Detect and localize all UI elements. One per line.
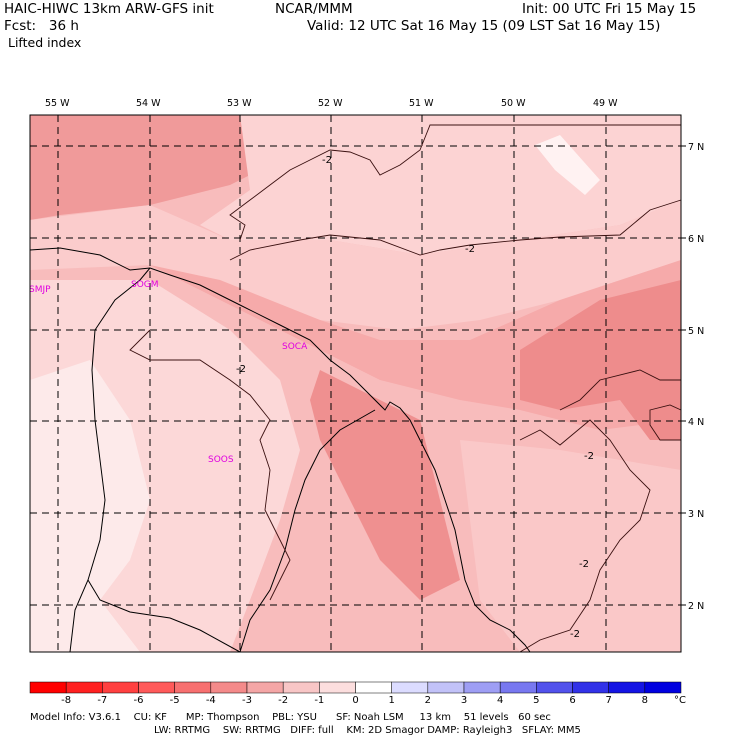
colorbar-label: -8 — [61, 695, 72, 706]
lat-lon-grid — [30, 115, 681, 652]
contour-label-5: -2 — [579, 559, 589, 570]
contour-lines — [129, 124, 682, 653]
model-info-line1: Model Info: V3.6.1 CU: KF MP: Thompson P… — [30, 712, 551, 723]
station-labels: SMJP SOGM SOCA SOOS — [29, 280, 308, 465]
contour-label-3: -2 — [236, 364, 246, 375]
model-info-line2: LW: RRTMG SW: RRTMG DIFF: full KM: 2D Sm… — [154, 725, 581, 736]
colorbar-swatch — [29, 681, 67, 694]
colorbar-label: -4 — [205, 695, 216, 706]
colorbar-swatch — [536, 681, 573, 694]
colorbar-swatch — [644, 681, 682, 694]
colorbar-swatch — [391, 681, 429, 694]
colorbar-label: -2 — [278, 695, 289, 706]
colorbar-swatch — [355, 681, 392, 694]
lon-label-55w: 55 W — [45, 98, 70, 109]
colorbar-swatch — [102, 681, 139, 694]
institution-label: NCAR/MMM — [275, 1, 353, 17]
lon-label-49w: 49 W — [593, 98, 618, 109]
colorbar-swatch — [608, 681, 646, 694]
lon-label-53w: 53 W — [227, 98, 252, 109]
border-suriname-french-guiana — [239, 409, 376, 653]
colorbar-label: 5 — [533, 695, 540, 706]
lat-label-5n: 5 N — [688, 326, 704, 337]
lon-label-50w: 50 W — [501, 98, 526, 109]
coastline — [29, 247, 531, 653]
colorbar-swatch — [65, 681, 103, 694]
shading-very-light-southwest — [30, 360, 150, 652]
lat-label-2n: 2 N — [688, 601, 704, 612]
field-name: Lifted index — [8, 35, 82, 50]
longitude-labels: 55 W 54 W 53 W 52 W 51 W 50 W 49 W — [45, 98, 618, 109]
colorbar-label: -5 — [169, 695, 180, 706]
colorbar-label: 4 — [496, 695, 504, 706]
colorbar-swatch — [499, 681, 537, 694]
lifted-index-shading — [30, 115, 681, 652]
shading-dark-inland — [310, 370, 460, 600]
contour-labels: -2 -2 -2 -2 -2 -2 — [236, 155, 594, 640]
contour-interior — [129, 329, 291, 601]
contour-north-coast — [229, 199, 682, 261]
colorbar-label: -7 — [97, 695, 108, 706]
colorbar-unit: °C — [674, 695, 686, 706]
colorbar-label: 6 — [569, 695, 576, 706]
map-frame — [29, 114, 682, 653]
model-title: HAIC-HIWC 13km ARW-GFS init — [4, 1, 214, 17]
contour-east-coast — [559, 369, 681, 411]
lat-label-7n: 7 N — [688, 142, 704, 153]
border-suriname-guyana — [69, 267, 151, 653]
shading-dark-northwest — [30, 115, 300, 220]
colorbar-label: 8 — [641, 695, 649, 706]
valid-time: Valid: 12 UTC Sat 16 May 15 (09 LST Sat … — [307, 18, 661, 34]
colorbar-label: -6 — [133, 695, 144, 706]
contour-label-2: -2 — [465, 244, 475, 255]
contour-north — [229, 124, 681, 241]
colorbar-swatch — [174, 681, 212, 694]
colorbar-label: -3 — [242, 695, 252, 706]
shading-dark-east — [520, 280, 681, 440]
colorbar-swatch — [246, 681, 284, 694]
forecast-hour: Fcst: 36 h — [4, 18, 79, 34]
station-smjp: SMJP — [29, 285, 51, 295]
colorbar-swatch — [210, 681, 248, 694]
contour-label-6: -2 — [570, 629, 580, 640]
shading-light-southeast — [460, 440, 681, 652]
colorbar-label: -1 — [314, 695, 325, 706]
shading-very-light-patch — [535, 135, 600, 195]
lat-label-6n: 6 N — [688, 234, 704, 245]
latitude-labels: 7 N 6 N 5 N 4 N 3 N 2 N — [688, 142, 704, 612]
station-soos: SOOS — [208, 455, 234, 465]
colorbar-label: 7 — [605, 695, 612, 706]
lon-label-52w: 52 W — [318, 98, 343, 109]
lon-label-51w: 51 W — [409, 98, 434, 109]
colorbar-label: 2 — [424, 695, 432, 706]
colorbar-swatch — [463, 681, 501, 694]
colorbar-swatch — [282, 681, 320, 694]
colorbar-swatch — [319, 681, 356, 694]
contour-label-1: -2 — [322, 155, 332, 166]
colorbar — [29, 681, 682, 694]
colorbar-swatch — [427, 681, 465, 694]
colorbar-label: 0 — [352, 695, 359, 706]
station-sogm: SOGM — [131, 280, 159, 290]
contour-label-4: -2 — [584, 451, 594, 462]
border-southwest — [87, 579, 241, 653]
colorbar-swatch — [138, 681, 175, 694]
lat-label-4n: 4 N — [688, 417, 704, 428]
contour-east — [519, 419, 651, 653]
political-boundaries — [29, 247, 531, 653]
lat-label-3n: 3 N — [688, 509, 704, 520]
station-soca: SOCA — [282, 342, 308, 352]
latitude-ticks — [681, 145, 686, 606]
shading-light-coast — [30, 200, 681, 330]
init-time: Init: 00 UTC Fri 15 May 15 — [522, 1, 697, 17]
lon-label-54w: 54 W — [136, 98, 161, 109]
colorbar-label: 1 — [388, 695, 395, 706]
colorbar-label: 3 — [460, 695, 468, 706]
colorbar-swatch — [572, 681, 609, 694]
